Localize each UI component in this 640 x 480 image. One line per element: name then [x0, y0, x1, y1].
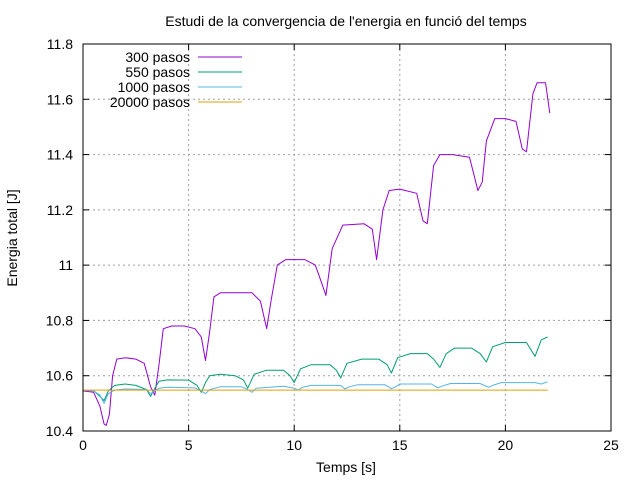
- x-tick-label: 0: [79, 437, 87, 453]
- x-tick-label: 15: [392, 437, 408, 453]
- y-tick-label: 10.6: [46, 368, 73, 384]
- legend-label: 20000 pasos: [110, 94, 190, 110]
- x-axis-title: Temps [s]: [316, 459, 376, 475]
- y-axis-title: Energia total [J]: [4, 189, 20, 286]
- series-layer: [82, 82, 551, 426]
- x-tick-label: 10: [286, 437, 302, 453]
- y-tick-label: 10.8: [46, 312, 73, 328]
- series-line-2: [82, 381, 548, 404]
- y-tick-label: 11: [58, 257, 73, 273]
- y-tick-label: 11.2: [47, 202, 73, 218]
- legend-label: 550 pasos: [125, 64, 190, 80]
- y-tick-label: 10.4: [46, 423, 73, 439]
- x-tick-label: 25: [603, 437, 619, 453]
- x-tick-label: 5: [185, 437, 193, 453]
- legend-label: 300 pasos: [125, 49, 190, 65]
- series-line-1: [82, 336, 548, 402]
- legend-label: 1000 pasos: [118, 79, 190, 95]
- chart-title: Estudi de la convergencia de l'energia e…: [165, 13, 526, 29]
- ticks: 0 5 10 15 20 25 10.4 10.6 10.8 11 11.2 11.4 11.6 11.8: [46, 36, 619, 453]
- y-tick-label: 11.6: [47, 91, 73, 107]
- plot-frame: [82, 43, 612, 432]
- grid: [83, 44, 611, 431]
- series-line-0: [82, 82, 551, 426]
- y-tick-label: 11.4: [47, 147, 73, 163]
- x-tick-label: 20: [498, 437, 514, 453]
- y-tick-label: 11.8: [47, 36, 73, 52]
